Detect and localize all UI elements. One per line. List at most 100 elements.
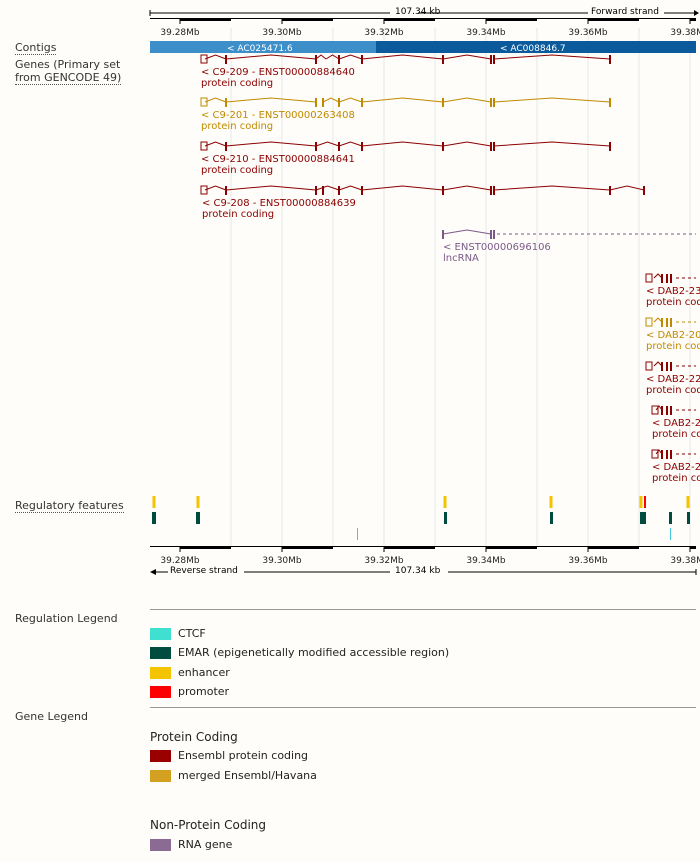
ensembl-protein-coding-swatch [150,750,171,762]
exon [442,142,444,151]
emar-feature[interactable] [640,512,646,524]
reverse-strand-label: Reverse strand [170,566,238,576]
transcript-biotype: protein coding [201,165,273,176]
regulatory-label-text: Regulatory features [15,499,124,513]
ctcf-swatch [150,628,171,640]
enhancer-feature[interactable] [152,496,156,508]
tick-label: 39.34Mb [466,556,506,566]
exon [493,55,495,64]
intron [609,185,645,191]
top-scale-bar: 107.34 kb Forward strand [149,7,699,17]
enhancer-feature[interactable] [443,496,447,508]
utr-exon [645,317,653,327]
exon [609,142,611,151]
exon [361,186,363,195]
intron [338,141,363,147]
ruler-segment [588,546,639,549]
exon [315,186,317,195]
exon [361,142,363,151]
enhancer-feature[interactable] [196,496,200,508]
intron [653,273,663,279]
intron [493,141,611,147]
enhancer-feature[interactable] [686,496,690,508]
contig-track[interactable]: < AC025471.6 < AC008846.7 [150,41,696,54]
exon [493,142,495,151]
regulation-legend-title: Regulation Legend [15,612,118,625]
intron [493,185,611,191]
tick-label: 39.36Mb [568,28,608,38]
tick-label: 39.34Mb [466,28,506,38]
transcript-id: < DAB2-2 [652,418,700,429]
transcript-biotype: protein codi [646,385,700,396]
exon [493,186,495,195]
transcript-biotype: protein coding [202,209,274,220]
transcript-id: < C9-210 - ENST00000884641 [201,154,355,165]
emar-feature[interactable] [444,512,447,524]
transcript-id: < C9-208 - ENST00000884639 [202,198,356,209]
ruler-segment [282,18,333,21]
exon [666,406,668,415]
bottom-tick-labels: 39.28Mb 39.30Mb 39.32Mb 39.34Mb 39.36Mb 39.38… [160,556,700,566]
utr-exon [200,97,208,107]
tick-label: 39.28Mb [160,556,200,566]
emar-feature[interactable] [687,512,690,524]
promoter-feature[interactable] [644,496,646,508]
ruler-segment [690,18,696,21]
utr-exon [200,54,208,64]
exon [338,142,340,151]
tick-label: 39.38Mb [670,28,700,38]
regulatory-track[interactable] [152,496,690,540]
intron [225,141,317,147]
regulatory-track-label[interactable]: Regulatory features [15,499,124,513]
rna-gene-swatch [150,839,171,851]
transcript-biotype: protein coding [201,78,273,89]
contig-ac025471[interactable] [150,41,376,53]
intron [493,97,611,103]
emar-feature[interactable] [669,512,672,524]
emar-feature[interactable] [152,512,156,524]
ruler-segment [384,546,435,549]
legend-merged-ensembl-havana: merged Ensembl/Havana [150,769,317,782]
exon [670,318,672,327]
intron [361,185,444,191]
contigs-track-label[interactable]: Contigs [15,41,57,55]
track-canvas[interactable]: 107.34 kb Forward strand 39.28Mb 39.30Mb 3… [0,0,700,600]
regulation-legend-divider [150,609,696,610]
tick-label: 39.32Mb [364,28,404,38]
legend-rna-gene: RNA gene [150,838,232,851]
exon [442,98,444,107]
exon [315,142,317,151]
exon [225,186,227,195]
exon [338,98,340,107]
transcript-biotype: protein coding [646,297,700,308]
contig-ac008846[interactable] [376,41,696,53]
intron [338,97,363,103]
exon [442,230,444,239]
intron [225,54,317,60]
ctcf-feature[interactable] [357,528,358,540]
emar-feature[interactable] [196,512,200,524]
transcript-id: < DAB2-23 [646,286,700,297]
exon [338,186,340,195]
enhancer-feature[interactable] [549,496,553,508]
ctcf-feature[interactable] [670,528,671,540]
exon [666,450,668,459]
intron [204,185,227,191]
genes-track-label[interactable]: Genes (Primary set from GENCODE 49) [15,58,122,85]
exon [442,186,444,195]
emar-feature[interactable] [550,512,553,524]
exon [666,318,668,327]
transcript-id: < C9-201 - ENST00000263408 [201,110,355,121]
enhancer-feature[interactable] [639,496,643,508]
